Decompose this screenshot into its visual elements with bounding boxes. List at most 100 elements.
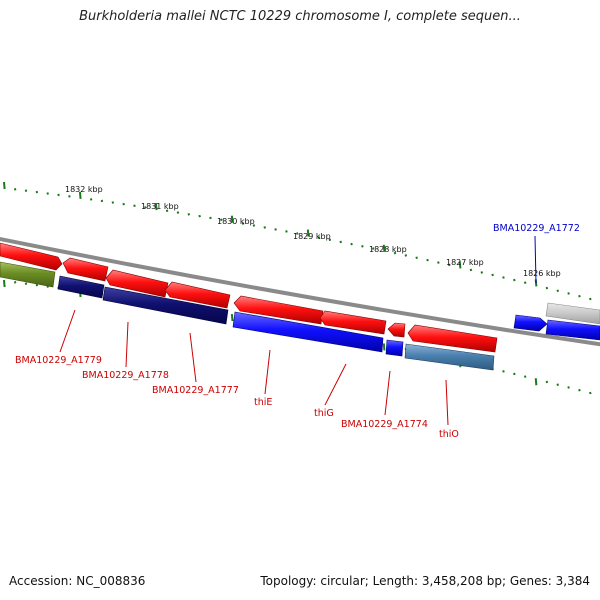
scale-minor-tick	[68, 195, 71, 198]
accession-text: Accession: NC_008836	[9, 574, 146, 588]
scale-minor-tick	[415, 256, 418, 260]
gene-feature[interactable]	[385, 339, 404, 357]
gene-feature[interactable]	[545, 302, 600, 325]
scale-minor-tick	[35, 190, 39, 194]
scale-minor-tick	[589, 391, 592, 395]
gene-feature[interactable]	[387, 322, 406, 338]
scale-major-tick	[458, 261, 462, 269]
scale-minor-tick	[491, 273, 494, 277]
scale-minor-tick	[556, 383, 560, 386]
scale-minor-tick	[317, 236, 321, 239]
scale-minor-tick	[144, 206, 147, 209]
gene-label-thiG[interactable]: thiG	[314, 408, 334, 419]
chromosome-backbone	[0, 236, 600, 347]
gene-feature[interactable]	[407, 324, 498, 353]
scale-minor-tick	[513, 372, 516, 376]
reverse-strand-genes	[0, 261, 600, 371]
gene-label-a1772[interactable]: BMA10229_A1772	[493, 223, 580, 234]
scale-minor-tick	[328, 238, 332, 242]
scale-label: 1831 kbp	[141, 202, 179, 211]
gene-feature[interactable]	[545, 319, 600, 341]
scale-minor-tick	[556, 289, 560, 293]
gene-feature[interactable]	[102, 286, 229, 325]
scale-label: 1829 kbp	[293, 232, 331, 241]
scale-major-tick	[3, 181, 6, 190]
scale-label: 1832 kbp	[65, 185, 103, 194]
gene-label-a1778[interactable]: BMA10229_A1778	[82, 370, 169, 381]
gene-feature[interactable]	[57, 275, 105, 299]
scale-minor-tick	[24, 282, 28, 286]
scale-minor-tick	[372, 247, 375, 250]
scale-major-tick	[382, 244, 386, 252]
scale-minor-tick	[24, 189, 28, 192]
scale-major-tick	[230, 215, 234, 223]
map-title: Burkholderia mallei NCTC 10229 chromosom…	[79, 9, 521, 24]
gene-feature[interactable]	[232, 311, 384, 353]
scale-minor-tick	[578, 294, 581, 298]
scale-minor-tick	[187, 213, 191, 216]
scale-minor-tick	[513, 278, 516, 282]
scale-minor-tick	[523, 375, 527, 378]
scale-label: 1827 kbp	[446, 258, 484, 267]
scale-minor-tick	[263, 226, 267, 229]
scale-minor-tick	[122, 202, 125, 206]
gene-feature[interactable]	[404, 343, 495, 371]
scale-minor-tick	[209, 216, 212, 220]
scale-major-tick	[3, 279, 6, 288]
gene-labels: BMA10229_A1779 BMA10229_A1778 BMA10229_A…	[15, 223, 580, 440]
gene-feature[interactable]	[319, 310, 387, 335]
gene-feature[interactable]	[62, 257, 109, 282]
scale-minor-tick	[578, 388, 581, 392]
gene-label-a1779[interactable]: BMA10229_A1779	[15, 355, 102, 366]
scale-major-tick	[78, 191, 82, 199]
scale-minor-tick	[46, 192, 49, 195]
scale-minor-tick	[241, 222, 245, 225]
scale-minor-tick	[296, 232, 299, 235]
scale-minor-tick	[274, 228, 277, 231]
scale-major-tick	[306, 229, 310, 237]
gene-feature[interactable]	[513, 314, 548, 332]
scale-major-tick	[382, 343, 386, 351]
scale-label: 1830 kbp	[217, 217, 255, 226]
scale-minor-tick	[35, 283, 39, 287]
scale-minor-tick	[437, 261, 440, 264]
scale-minor-tick	[57, 193, 60, 197]
scale-label: 1826 kbp	[523, 269, 561, 278]
scale-minor-tick	[393, 251, 397, 255]
scale-minor-tick	[13, 281, 17, 284]
scale-minor-tick	[447, 263, 451, 267]
scale-minor-tick	[133, 204, 136, 208]
gene-feature[interactable]	[0, 261, 56, 288]
scale-minor-tick	[404, 254, 408, 257]
scale-minor-tick	[339, 240, 342, 244]
scale-label: 1828 kbp	[369, 245, 407, 254]
scale-major-tick	[154, 203, 158, 211]
scale-minor-tick	[502, 276, 505, 279]
scale-minor-tick	[111, 201, 115, 204]
gene-feature[interactable]	[164, 281, 231, 309]
gene-label-thiE[interactable]: thiE	[254, 397, 272, 408]
gene-label-thiO[interactable]: thiO	[439, 429, 459, 440]
scale-minor-tick	[198, 214, 201, 218]
scale-minor-tick	[165, 209, 169, 213]
gene-feature[interactable]	[0, 242, 63, 271]
scale-minor-tick	[469, 268, 473, 272]
genome-summary-text: Topology: circular; Length: 3,458,208 bp…	[260, 574, 590, 588]
scale-minor-tick	[589, 297, 592, 301]
scale-minor-tick	[285, 230, 288, 233]
label-leaders	[59, 235, 537, 426]
scale-minor-tick	[567, 386, 570, 389]
forward-strand-genes	[0, 242, 600, 353]
gene-label-a1774[interactable]: BMA10229_A1774	[341, 419, 428, 430]
gene-label-a1777[interactable]: BMA10229_A1777	[152, 385, 239, 396]
scale-minor-tick	[176, 211, 180, 214]
scale-minor-tick	[545, 380, 549, 384]
scale-labels: 1832 kbp 1831 kbp 1830 kbp 1829 kbp 1828…	[65, 185, 561, 278]
scale-ring-outer	[3, 181, 592, 301]
scale-minor-tick	[426, 258, 429, 262]
scale-minor-tick	[350, 242, 353, 246]
scale-minor-tick	[545, 286, 549, 290]
scale-minor-tick	[13, 188, 17, 191]
scale-minor-tick	[567, 292, 570, 295]
scale-major-tick	[534, 378, 538, 386]
